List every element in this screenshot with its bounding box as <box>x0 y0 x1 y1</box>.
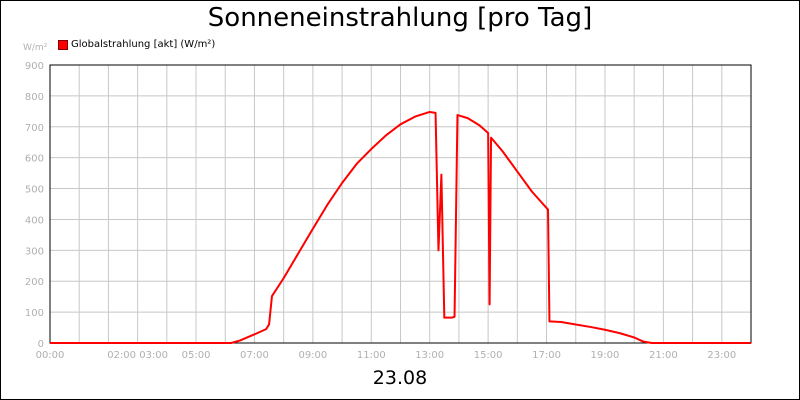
x-tick-label: 23:00 <box>707 350 736 361</box>
y-tick-label: 900 <box>25 61 44 72</box>
y-tick-label: 700 <box>25 123 44 134</box>
legend-swatch <box>58 39 68 50</box>
x-tick-label: 17:00 <box>532 350 561 361</box>
plot-border <box>49 64 752 344</box>
x-tick-label: 07:00 <box>240 350 269 361</box>
series-line-globalstrahlung <box>50 110 751 344</box>
y-tick-label: 800 <box>25 92 44 103</box>
x-tick-label: 05:00 <box>182 350 211 361</box>
x-tick-label: 00:00 <box>36 350 65 361</box>
y-tick-label: 400 <box>25 215 44 226</box>
y-tick-label: 100 <box>25 308 44 319</box>
chart-title: Sonneneinstrahlung [pro Tag] <box>207 3 593 33</box>
y-tick-label: 600 <box>25 154 44 165</box>
x-tick-label: 15:00 <box>474 350 503 361</box>
x-tick-label: 09:00 <box>298 350 327 361</box>
legend: Globalstrahlung [akt] (W/m²) <box>58 39 215 50</box>
x-tick-label: 21:00 <box>649 350 678 361</box>
x-tick-label: 13:00 <box>415 350 444 361</box>
y-tick-label: 200 <box>25 277 44 288</box>
x-tick-label: 02:00 03:00 <box>107 350 168 361</box>
x-tick-label: 11:00 <box>357 350 386 361</box>
x-axis-label: 23.08 <box>372 367 428 389</box>
y-tick-label: 0 <box>38 339 44 350</box>
x-tick-label: 19:00 <box>591 350 620 361</box>
y-tick-label: 500 <box>25 185 44 196</box>
y-unit-label: W/m² <box>23 43 48 53</box>
y-tick-label: 300 <box>25 246 44 257</box>
legend-label: Globalstrahlung [akt] (W/m²) <box>71 39 216 50</box>
